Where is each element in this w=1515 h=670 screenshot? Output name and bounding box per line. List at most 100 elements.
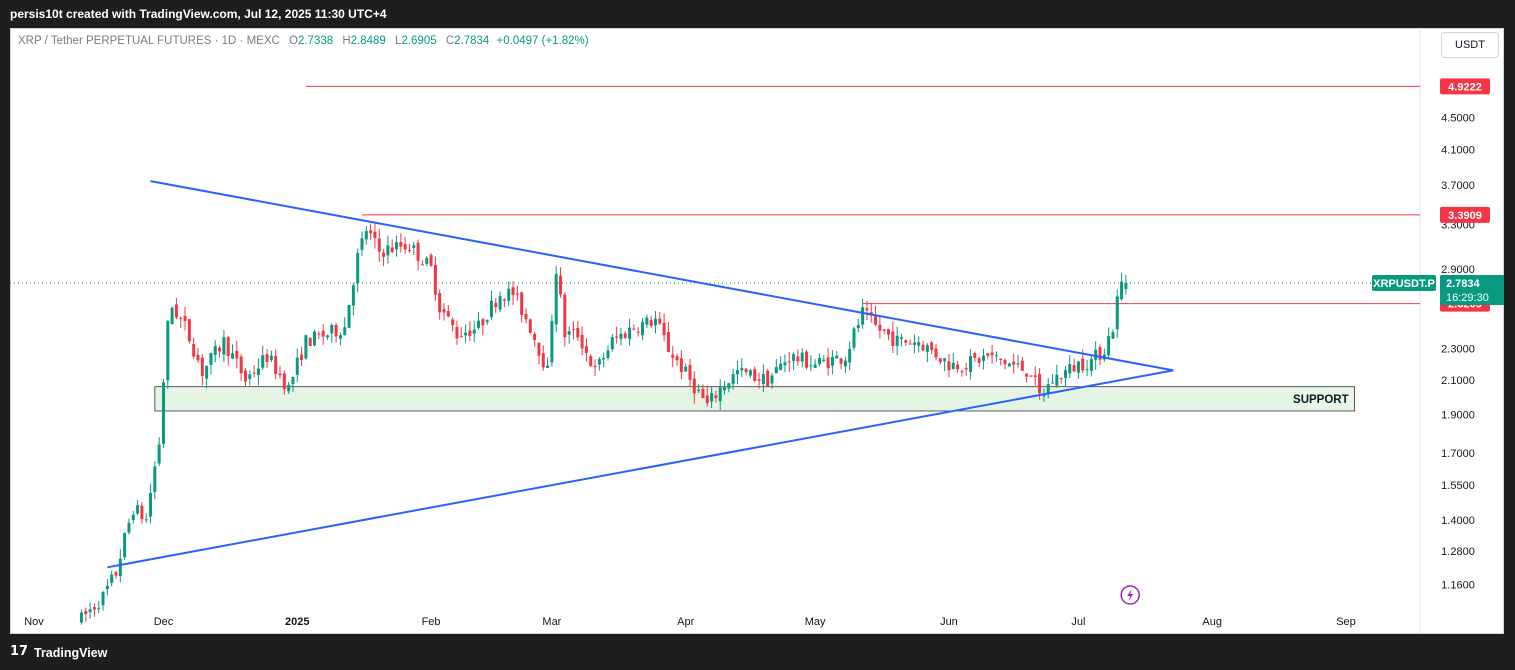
candle-body (382, 252, 386, 257)
candle-body (925, 345, 929, 352)
candle-body (88, 609, 92, 613)
candle-body (274, 355, 278, 374)
symbol-badge-label: XRPUSDT.P (1373, 278, 1435, 290)
candle-body (507, 288, 511, 301)
candle-body (412, 245, 416, 248)
candle-body (300, 354, 304, 360)
candle-body (433, 264, 437, 295)
candle-body (899, 337, 903, 339)
candle-body (489, 300, 493, 318)
y-tick-label: 1.9000 (1441, 410, 1475, 422)
candle-body (502, 299, 506, 301)
candle-body (852, 328, 856, 348)
current-price-label: 2.7834 (1446, 278, 1481, 290)
y-tick-label: 1.5500 (1441, 480, 1475, 492)
candle-body (282, 373, 286, 390)
candle-body (805, 351, 809, 368)
candle-body (1089, 359, 1093, 371)
candle-body (209, 352, 213, 365)
candle-body (943, 358, 947, 362)
candle-body (779, 363, 783, 370)
symbol-title: XRP / Tether PERPETUAL FUTURES · 1D · ME… (18, 35, 280, 47)
x-tick-label: Nov (24, 616, 44, 628)
candle-body (105, 585, 109, 590)
candle-body (395, 242, 399, 250)
candle-body (399, 242, 403, 247)
candle-body (287, 384, 291, 392)
candle-body (1115, 296, 1119, 330)
candle-body (856, 324, 860, 329)
candle-body (1059, 378, 1063, 380)
candle-body (912, 342, 916, 345)
candle-body (546, 365, 550, 368)
trendline-upper (150, 180, 1174, 372)
candle-body (895, 335, 899, 346)
candle-body (951, 362, 955, 369)
candle-body (571, 329, 575, 331)
candle-body (174, 304, 178, 318)
candle-body (649, 320, 653, 326)
candle-body (464, 332, 468, 336)
candle-body (628, 327, 632, 340)
y-tick-label: 2.1000 (1441, 375, 1475, 387)
candle-body (917, 342, 921, 346)
candle-body (632, 328, 636, 330)
candle-body (770, 375, 774, 384)
y-tick-label: 2.9000 (1441, 264, 1475, 276)
price-chart[interactable]: SUPPORT4.50004.10003.70003.30002.90002.3… (10, 28, 1504, 634)
candle-body (243, 370, 247, 382)
candle-body (334, 324, 338, 337)
candle-body (386, 245, 390, 256)
candle-body (1098, 347, 1102, 360)
candle-body (92, 607, 96, 610)
candle-body (727, 383, 731, 389)
candle-body (425, 257, 429, 264)
candle-body (710, 393, 714, 402)
candle-body (938, 358, 942, 363)
candle-body (1012, 361, 1016, 365)
candle-body (593, 365, 597, 368)
candle-body (149, 492, 153, 517)
candle-body (477, 320, 481, 328)
candle-body (541, 353, 545, 368)
candle-body (269, 355, 273, 361)
candle-body (692, 378, 696, 394)
candle-body (252, 372, 256, 374)
candle-body (908, 343, 912, 345)
y-tick-label: 4.5000 (1441, 112, 1475, 124)
candle-body (377, 238, 381, 252)
candle-body (187, 319, 191, 342)
candle-body (597, 359, 601, 365)
candle-body (584, 346, 588, 353)
close-label: C (445, 35, 455, 47)
support-zone (154, 386, 1356, 412)
candle-body (239, 356, 243, 374)
candle-body (291, 377, 295, 384)
candle-body (1120, 281, 1124, 300)
candle-body (118, 558, 122, 577)
candle-body (636, 331, 640, 333)
candle-body (658, 318, 662, 324)
candle-body (830, 356, 834, 366)
candle-body (325, 335, 329, 338)
candle-body (563, 294, 567, 338)
candle-body (317, 333, 321, 335)
candle-body (1094, 349, 1098, 360)
x-tick-label: May (805, 616, 826, 628)
candle-body (170, 307, 174, 325)
candle-body (183, 315, 187, 321)
candle-body (114, 572, 118, 576)
candle-body (261, 355, 265, 368)
brand-name: TradingView (34, 646, 108, 660)
candle-body (783, 362, 787, 366)
high-value: 2.8489 (350, 35, 386, 47)
candle-body (351, 285, 355, 306)
candle-body (623, 333, 627, 338)
candle-body (79, 612, 83, 623)
candle-body (580, 334, 584, 349)
candle-body (278, 373, 282, 376)
candle-body (999, 358, 1003, 360)
candle-body (848, 348, 852, 363)
candle-body (390, 247, 394, 253)
currency-button[interactable]: USDT (1441, 32, 1499, 58)
